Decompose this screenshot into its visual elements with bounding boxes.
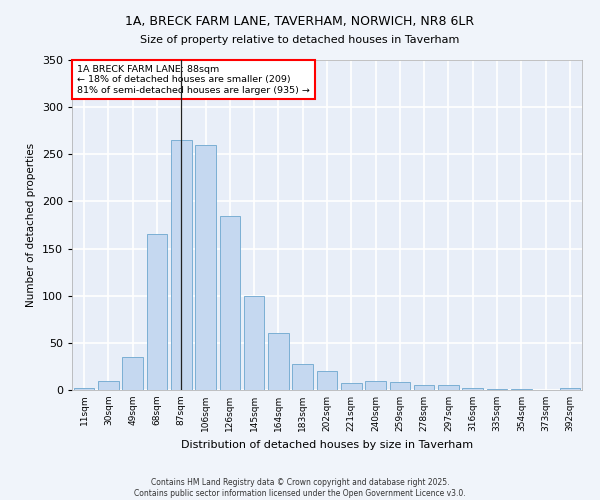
Bar <box>220 216 240 390</box>
Bar <box>244 296 265 390</box>
Bar <box>146 234 167 390</box>
Bar <box>317 371 337 390</box>
Text: 1A BRECK FARM LANE: 88sqm
← 18% of detached houses are smaller (209)
81% of semi: 1A BRECK FARM LANE: 88sqm ← 18% of detac… <box>77 65 310 95</box>
Bar <box>122 357 143 390</box>
Bar <box>171 140 191 390</box>
Bar <box>487 389 508 390</box>
X-axis label: Distribution of detached houses by size in Taverham: Distribution of detached houses by size … <box>181 440 473 450</box>
Bar <box>195 145 216 390</box>
Bar <box>365 380 386 390</box>
Text: 1A, BRECK FARM LANE, TAVERHAM, NORWICH, NR8 6LR: 1A, BRECK FARM LANE, TAVERHAM, NORWICH, … <box>125 15 475 28</box>
Bar <box>511 389 532 390</box>
Text: Contains HM Land Registry data © Crown copyright and database right 2025.
Contai: Contains HM Land Registry data © Crown c… <box>134 478 466 498</box>
Bar <box>389 382 410 390</box>
Bar <box>98 380 119 390</box>
Bar <box>414 386 434 390</box>
Y-axis label: Number of detached properties: Number of detached properties <box>26 143 36 307</box>
Bar <box>560 388 580 390</box>
Bar <box>292 364 313 390</box>
Bar <box>341 384 362 390</box>
Text: Size of property relative to detached houses in Taverham: Size of property relative to detached ho… <box>140 35 460 45</box>
Bar <box>268 334 289 390</box>
Bar <box>463 388 483 390</box>
Bar <box>74 388 94 390</box>
Bar <box>438 386 459 390</box>
